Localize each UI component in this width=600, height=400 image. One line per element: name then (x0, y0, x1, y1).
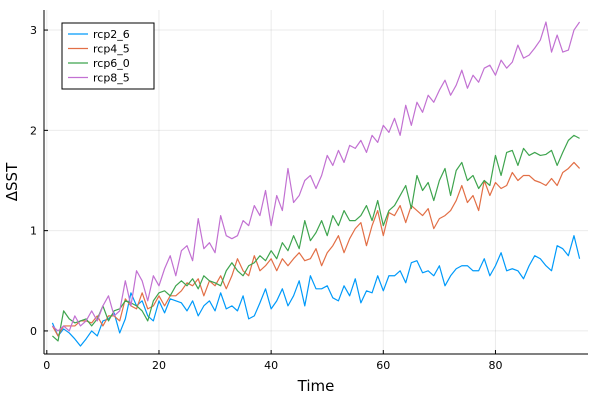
y-axis-label: ΔSST (3, 162, 21, 201)
x-tick-label: 40 (264, 359, 278, 372)
series-line-rcp8-5 (52, 21, 581, 332)
series-line-rcp4-5 (51, 161, 581, 337)
series-line-rcp6-0 (52, 134, 580, 342)
legend-label-rcp8-5: rcp8_5 (93, 72, 130, 85)
x-tick-label: 0 (43, 359, 50, 372)
y-tick-label: 1 (30, 225, 37, 238)
x-tick-label: 60 (376, 359, 390, 372)
y-ticks: 0 1 2 3 (30, 24, 48, 338)
legend-label-rcp4-5: rcp4_5 (93, 43, 130, 56)
y-tick-label: 0 (30, 325, 37, 338)
y-tick-label: 3 (30, 24, 37, 37)
axes (43, 10, 588, 355)
legend-label-rcp2-6: rcp2_6 (93, 28, 130, 41)
series-line-rcp2-6 (51, 235, 581, 347)
y-tick-label: 2 (30, 124, 37, 137)
x-ticks: 0 20 40 60 80 (43, 350, 502, 372)
x-tick-label: 80 (488, 359, 502, 372)
x-axis-label: Time (297, 377, 335, 395)
x-tick-label: 20 (152, 359, 166, 372)
series-group (51, 21, 581, 347)
legend-label-rcp6-0: rcp6_0 (93, 57, 130, 70)
